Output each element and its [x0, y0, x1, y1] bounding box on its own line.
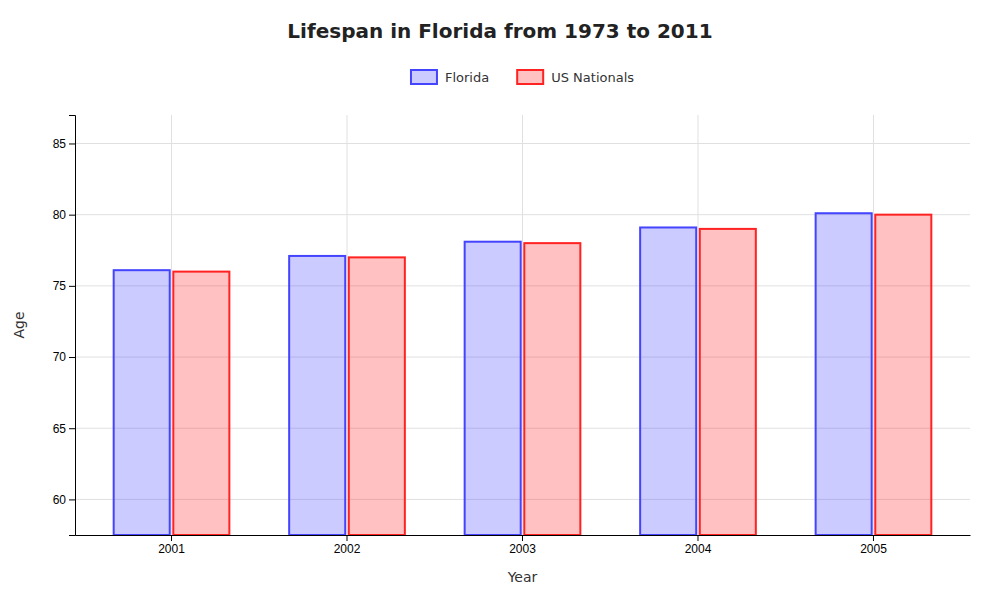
legend-item: Florida	[411, 70, 489, 85]
x-axis: 2001 2002 2003 2004 2005	[76, 535, 971, 556]
legend-item: US Nationals	[517, 70, 634, 85]
tick: 65	[53, 422, 75, 436]
legend-swatch	[411, 70, 437, 84]
y-axis-title: Age	[11, 311, 27, 338]
tick-mark	[697, 535, 698, 541]
axis-line	[69, 116, 76, 536]
grid-line	[347, 115, 348, 535]
grid-line	[171, 115, 172, 535]
tick-label: 65	[53, 422, 67, 436]
tick-mark	[347, 535, 348, 541]
bar	[173, 272, 229, 535]
legend-swatch	[517, 70, 543, 84]
bar	[816, 213, 872, 535]
series	[114, 213, 872, 535]
bar	[875, 215, 931, 535]
tick: 80	[53, 208, 75, 222]
y-axis: 60 65 70 75 80 85	[53, 116, 76, 536]
tick: 2001	[158, 535, 185, 556]
tick-label: 85	[53, 137, 67, 151]
tick-mark	[69, 215, 75, 216]
tick: 2003	[509, 535, 536, 556]
chart: 2001 2002 2003 2004 2005 60 65 70 75 80 85 Year Age L…	[0, 0, 1000, 600]
tick-label: 60	[53, 493, 67, 507]
tick-label: 2004	[685, 542, 712, 556]
bar	[465, 242, 521, 535]
tick-mark	[69, 143, 75, 144]
bar	[289, 256, 345, 535]
tick-label: 2005	[860, 542, 887, 556]
bar	[640, 227, 696, 535]
plot: 2001 2002 2003 2004 2005 60 65 70 75 80 85	[53, 115, 971, 556]
legend: Florida US Nationals	[411, 70, 634, 85]
bar	[349, 257, 405, 535]
bar	[700, 229, 756, 535]
series	[173, 215, 931, 535]
grid-line	[522, 115, 523, 535]
tick-mark	[873, 535, 874, 541]
tick-mark	[171, 535, 172, 541]
tick-label: 75	[53, 279, 67, 293]
grid	[75, 115, 970, 535]
grid-line	[873, 115, 874, 535]
x-axis-title: Year	[507, 569, 538, 585]
tick-mark	[522, 535, 523, 541]
title: Lifespan in Florida from 1973 to 2011	[287, 19, 712, 43]
tick-mark	[69, 499, 75, 500]
legend-label: Florida	[445, 70, 489, 85]
tick: 2005	[860, 535, 887, 556]
tick: 2004	[685, 535, 712, 556]
tick: 2002	[334, 535, 361, 556]
tick-mark	[69, 357, 75, 358]
tick: 75	[53, 279, 75, 293]
bar	[524, 243, 580, 535]
tick: 85	[53, 137, 75, 151]
tick: 70	[53, 350, 75, 364]
tick-mark	[69, 286, 75, 287]
tick: 60	[53, 493, 75, 507]
tick-label: 2003	[509, 542, 536, 556]
tick-label: 70	[53, 350, 67, 364]
bar	[114, 270, 170, 535]
tick-label: 2001	[158, 542, 185, 556]
tick-mark	[69, 428, 75, 429]
tick-label: 80	[53, 208, 67, 222]
tick-label: 2002	[334, 542, 361, 556]
bars	[114, 213, 932, 535]
grid-line	[697, 115, 698, 535]
legend-label: US Nationals	[551, 70, 634, 85]
